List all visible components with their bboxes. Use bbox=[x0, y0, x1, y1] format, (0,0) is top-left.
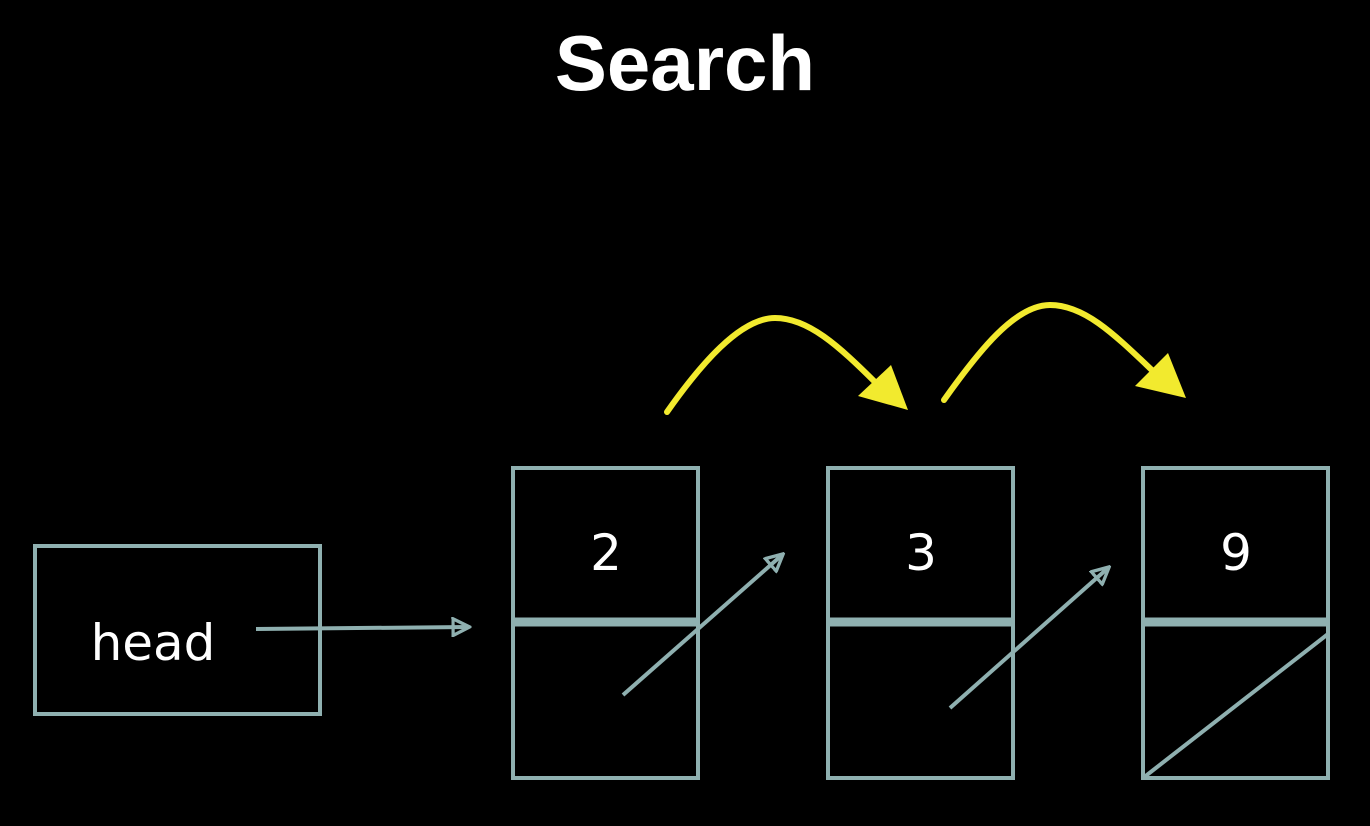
head-box: head bbox=[33, 544, 322, 716]
node-value: 9 bbox=[1220, 524, 1252, 582]
list-node: 3 bbox=[826, 466, 1015, 780]
node-value: 2 bbox=[590, 524, 622, 582]
head-pointer-arrow bbox=[255, 627, 468, 629]
traversal-arrow bbox=[664, 314, 908, 415]
list-node: 2 bbox=[511, 466, 700, 780]
next-pointer-arrow bbox=[948, 568, 1108, 710]
traversal-arrow-curve bbox=[664, 314, 881, 415]
traversal-arrow bbox=[941, 301, 1186, 403]
traversal-arrow-curve bbox=[941, 301, 1158, 403]
list-node: 9 bbox=[1141, 466, 1330, 780]
head-label: head bbox=[91, 614, 216, 672]
slide-title: Search bbox=[554, 19, 816, 107]
traversal-arrowhead bbox=[1135, 353, 1186, 398]
null-pointer-slash bbox=[1141, 632, 1330, 780]
next-pointer-arrow bbox=[621, 555, 782, 697]
traversal-arrowhead bbox=[858, 365, 908, 410]
node-value: 3 bbox=[905, 524, 937, 582]
